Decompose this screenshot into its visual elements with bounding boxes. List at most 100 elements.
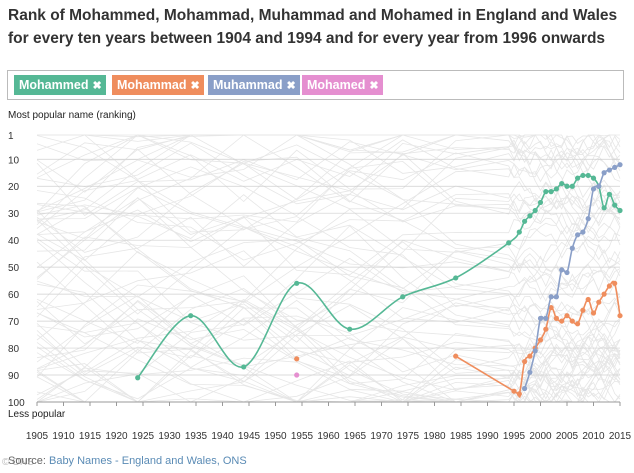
data-point-mohammed [601,205,607,211]
background-name-line [36,134,621,233]
background-name-line [36,179,621,343]
data-point-mohammad [606,283,613,289]
data-point-mohammed [617,207,623,214]
chart-title: Rank of Mohammed, Mohammad, Muhammad and… [8,7,618,47]
data-point-mohammed [569,183,575,189]
background-name-line [36,241,621,370]
background-name-line [36,160,621,228]
series-line-mohammad [455,280,621,398]
data-point-muhammad [596,183,602,189]
data-point-mohammad [596,299,602,305]
background-name-line [36,208,621,378]
data-point-muhammad [564,269,570,276]
chip-muhammad[interactable]: Muhammad ✖ [208,75,300,95]
x-tick-label: 1985 [450,431,473,442]
y-axis-top-label: Most popular name (ranking) [8,110,136,121]
name-filter-box[interactable]: Mohammed ✖ Mohammad ✖ Muhammad ✖ Mohamed ✖ [7,70,624,100]
y-tick-label: 80 [8,344,20,355]
data-point-mohammed [590,175,597,181]
data-point-muhammad [569,245,575,251]
background-name-line [36,250,621,371]
data-point-mohammad [543,326,549,332]
background-name-line [36,299,621,368]
data-point-mohammed [532,207,538,214]
data-point-mohammed [188,313,194,319]
x-tick-label: 1905 [26,431,49,442]
source-label: Source: [8,455,46,467]
remove-icon[interactable]: ✖ [369,80,379,92]
data-point-mohammad [580,307,586,313]
background-name-line [36,134,621,213]
x-tick-label: 1965 [344,431,367,442]
background-name-line [36,134,621,270]
background-name-line [36,300,621,403]
remove-icon[interactable]: ✖ [92,80,102,92]
x-tick-label: 2010 [582,431,605,442]
background-name-line [36,301,621,383]
data-point-mohammad [617,313,623,319]
x-tick-label: 1915 [79,431,102,442]
y-tick-label: 50 [8,263,20,274]
data-point-mohammad [569,318,575,324]
data-point-muhammad [522,385,528,392]
y-axis-bottom-label: Less popular [8,409,66,420]
background-name-line [36,215,621,314]
y-tick-label: 10 [8,155,20,166]
chip-mohamed[interactable]: Mohamed ✖ [302,75,383,95]
data-point-mohammed [294,280,300,286]
data-point-mohammed [527,213,533,219]
data-point-muhammad [548,294,554,300]
data-point-mohammed [606,191,613,197]
data-point-mohammad [294,356,300,362]
data-point-mohammed [506,240,512,246]
data-point-mohammad [585,296,591,303]
data-point-muhammad [617,162,623,168]
y-tick-label: 20 [8,182,20,193]
background-name-line [36,156,621,292]
data-point-mohammad [522,358,528,365]
x-tick-label: 1990 [476,431,499,442]
data-point-mohammed [400,294,406,300]
y-tick-label: 90 [8,371,20,382]
x-tick-label: 1945 [238,431,261,442]
data-point-mohammad [516,391,522,397]
data-point-mohammed [453,275,459,281]
chip-mohammed[interactable]: Mohammed ✖ [14,75,106,95]
data-point-mohammed [537,199,544,206]
background-name-line [36,299,621,376]
data-point-muhammad [532,348,538,354]
x-tick-label: 2005 [556,431,579,442]
x-tick-label: 1935 [185,431,208,442]
remove-icon[interactable]: ✖ [286,80,296,92]
x-tick-label: 1955 [291,431,314,442]
chip-label: Mohamed [307,78,366,92]
remove-icon[interactable]: ✖ [190,80,200,92]
data-point-mohammad [559,318,565,324]
data-point-muhammad [590,186,597,192]
data-point-mohammad [548,305,554,311]
y-tick-label: 30 [8,209,20,220]
chip-mohammad[interactable]: Mohammad ✖ [112,75,204,95]
data-point-mohammed [580,172,586,179]
data-point-mohammad [511,388,517,394]
x-tick-label: 2015 [609,431,632,442]
source-line: Source: Baby Names - England and Wales, … [8,455,247,467]
x-tick-label: 1995 [503,431,526,442]
data-point-mohammed [612,202,618,208]
background-name-line [36,241,621,388]
y-tick-label: 1 [8,131,14,142]
data-point-mohammed [548,189,554,195]
data-point-muhammad [575,232,581,238]
x-tick-label: 1960 [317,431,340,442]
data-point-mohammed [347,326,353,332]
data-point-muhammad [601,170,607,176]
x-tick-label: 1970 [370,431,393,442]
x-tick-label: 1920 [105,431,128,442]
y-tick-label: 60 [8,290,20,301]
data-point-mohammad [553,315,560,321]
data-point-muhammad [553,294,560,300]
x-tick-label: 2000 [529,431,552,442]
source-link[interactable]: Baby Names - England and Wales, ONS [48,455,247,467]
data-point-mohammad [601,291,607,297]
